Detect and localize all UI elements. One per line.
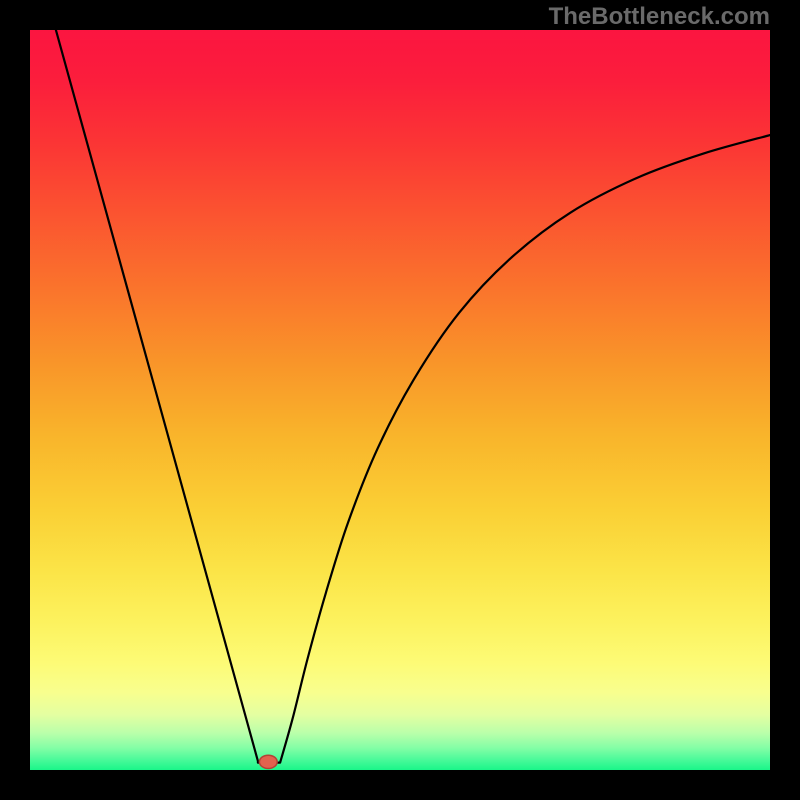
plot-area <box>30 30 770 770</box>
minimum-marker <box>259 755 277 768</box>
chart-frame: TheBottleneck.com <box>0 0 800 800</box>
gradient-background <box>30 30 770 770</box>
watermark-text: TheBottleneck.com <box>549 3 770 31</box>
plot-svg <box>30 30 770 770</box>
